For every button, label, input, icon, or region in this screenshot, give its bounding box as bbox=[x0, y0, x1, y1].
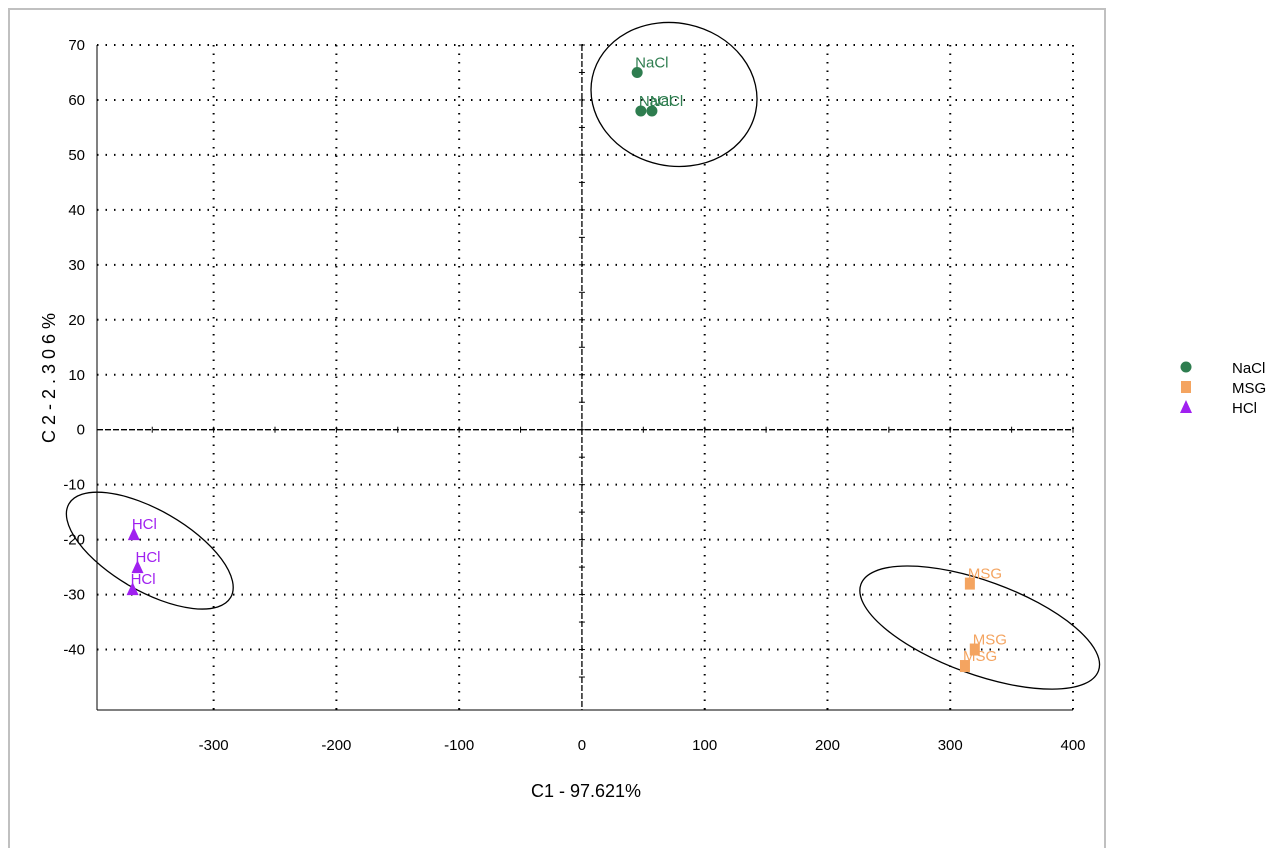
point-hcl bbox=[126, 582, 139, 596]
x-tick-label: -200 bbox=[321, 737, 351, 754]
y-tick-label: 50 bbox=[68, 147, 85, 164]
legend-marker-hcl bbox=[1180, 400, 1192, 413]
grid bbox=[97, 44, 1074, 710]
x-tick-label: 100 bbox=[692, 737, 717, 754]
legend-label-nacl: NaCl bbox=[1232, 360, 1265, 377]
y-tick-label: 20 bbox=[68, 312, 85, 329]
x-axis-label: C1 - 97.621% bbox=[531, 781, 641, 801]
point-label-hcl: HCl bbox=[132, 516, 157, 533]
point-label-hcl: HCl bbox=[131, 571, 156, 588]
x-tick-label: 400 bbox=[1060, 737, 1085, 754]
legend-marker-nacl bbox=[1180, 361, 1192, 373]
point-label-msg: MSG bbox=[968, 566, 1002, 583]
point-label-hcl: HCl bbox=[136, 549, 161, 566]
y-tick-label: -30 bbox=[63, 587, 85, 604]
x-tick-label: 200 bbox=[815, 737, 840, 754]
x-tick-label: -300 bbox=[199, 737, 229, 754]
legend-marker-msg bbox=[1181, 381, 1191, 393]
point-label-nacl: NaCl bbox=[639, 93, 672, 110]
point-nacl bbox=[631, 66, 643, 78]
cluster-ellipse-hcl bbox=[65, 491, 234, 610]
y-tick-label: 30 bbox=[68, 257, 85, 274]
legend-label-hcl: HCl bbox=[1232, 400, 1257, 417]
point-label-msg: MSG bbox=[973, 632, 1007, 649]
y-tick-label: -10 bbox=[63, 477, 85, 494]
legend-label-msg: MSG bbox=[1232, 380, 1266, 397]
plot-frame bbox=[8, 8, 1106, 848]
point-label-msg: MSG bbox=[963, 648, 997, 665]
x-tick-label: 300 bbox=[938, 737, 963, 754]
y-tick-label: 0 bbox=[77, 422, 85, 439]
point-msg bbox=[959, 660, 970, 673]
point-hcl bbox=[131, 560, 144, 574]
point-nacl bbox=[646, 105, 658, 117]
x-tick-label: -100 bbox=[444, 737, 474, 754]
axes bbox=[96, 44, 1074, 711]
point-hcl bbox=[127, 527, 140, 541]
legend: NaCl MSG HCl bbox=[1180, 360, 1266, 417]
y-tick-label: 60 bbox=[68, 92, 85, 109]
y-tick-label: 70 bbox=[68, 37, 85, 54]
point-nacl bbox=[635, 105, 647, 117]
y-tick-label: -20 bbox=[63, 532, 85, 549]
point-label-nacl: NaCl bbox=[635, 54, 668, 71]
y-axis-label: C 2 - 2 . 3 0 6 % bbox=[39, 313, 59, 443]
point-msg bbox=[964, 577, 975, 590]
point-msg bbox=[969, 643, 980, 656]
y-tick-label: 40 bbox=[68, 202, 85, 219]
cluster-ellipse-nacl bbox=[590, 21, 758, 168]
x-tick-label: 0 bbox=[578, 737, 586, 754]
point-label-nacl: NaCl bbox=[650, 93, 683, 110]
y-tick-label: -40 bbox=[63, 642, 85, 659]
tick-labels: -300 -200 -100 0 100 200 300 400-40-30-20-10010… bbox=[63, 37, 1085, 754]
y-tick-label: 10 bbox=[68, 367, 85, 384]
